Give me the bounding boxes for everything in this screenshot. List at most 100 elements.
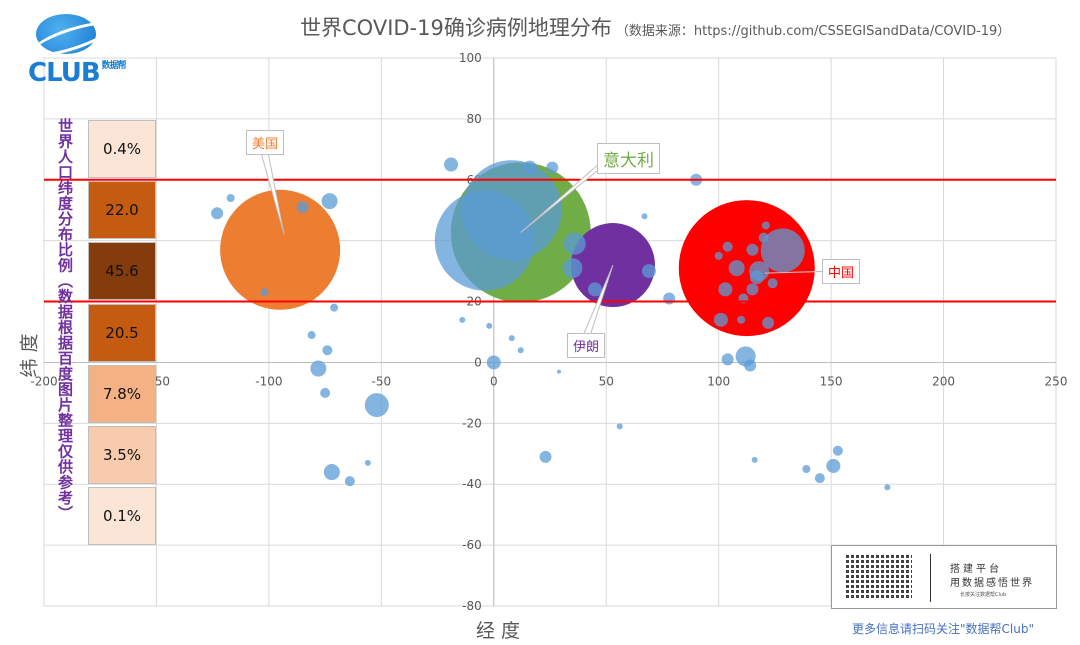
population-label: 世界人口纬度分布比例（数据根据百度图片整理仅供参考） bbox=[56, 118, 74, 521]
callout-label: 意大利 bbox=[597, 143, 660, 174]
chart-title: 世界COVID-19确诊病例地理分布 （数据来源：https://github.c… bbox=[300, 12, 1010, 42]
bubble-point bbox=[641, 264, 656, 279]
x-tick-label: 50 bbox=[599, 374, 614, 388]
bubble-point bbox=[539, 450, 552, 463]
bubble-point bbox=[832, 445, 843, 456]
callout-label: 伊朗 bbox=[567, 333, 606, 358]
bubble-point bbox=[767, 278, 778, 289]
bubble-point bbox=[563, 232, 586, 255]
bubble-point bbox=[802, 465, 811, 473]
bubble-point bbox=[556, 369, 561, 374]
x-tick-label: -100 bbox=[255, 374, 282, 388]
logo-club: CLUB bbox=[28, 58, 101, 88]
population-cell: 22.0 bbox=[88, 181, 156, 240]
x-tick-label: 100 bbox=[707, 374, 730, 388]
bubble-point bbox=[760, 228, 805, 273]
bubble-point bbox=[364, 393, 389, 418]
bubble-point bbox=[641, 213, 648, 220]
bubble-point bbox=[546, 161, 559, 174]
qr-line2: 用数据感悟世界 bbox=[950, 578, 1034, 589]
bubble-point bbox=[461, 160, 562, 261]
bubble-point bbox=[330, 303, 339, 312]
y-tick-label: -60 bbox=[462, 538, 482, 552]
bubble-美国 bbox=[220, 189, 341, 310]
population-cell: 20.5 bbox=[88, 303, 156, 362]
x-tick-label: 200 bbox=[932, 374, 955, 388]
globe-icon bbox=[36, 14, 96, 54]
bubble-point bbox=[459, 316, 466, 323]
title-text: 世界COVID-19确诊病例地理分布 bbox=[300, 16, 612, 40]
callout-label: 中国 bbox=[822, 259, 861, 284]
bubble-point bbox=[323, 464, 340, 481]
x-tick-label: 150 bbox=[820, 374, 843, 388]
bubble-point bbox=[486, 355, 501, 370]
x-tick-label: 0 bbox=[490, 374, 498, 388]
bubble-point bbox=[826, 458, 841, 473]
bubble-point bbox=[364, 459, 371, 466]
bubble-point bbox=[307, 331, 316, 340]
bubble-point bbox=[761, 221, 770, 230]
bubble-point bbox=[321, 193, 338, 210]
bubble-point bbox=[722, 241, 733, 252]
bubble-point bbox=[344, 476, 355, 487]
bubble-point bbox=[211, 207, 224, 220]
bubble-point bbox=[508, 335, 515, 342]
y-tick-label: -40 bbox=[462, 477, 482, 491]
population-cell: 0.4% bbox=[88, 120, 156, 178]
y-tick-label: 0 bbox=[474, 355, 482, 369]
y-axis-title: 纬 度 bbox=[18, 333, 41, 378]
bubble-point bbox=[737, 315, 746, 324]
x-tick-label: -50 bbox=[372, 374, 392, 388]
bubble-point bbox=[713, 312, 728, 327]
population-cell: 7.8% bbox=[88, 364, 156, 423]
bubble-point bbox=[762, 316, 775, 329]
bubble-point bbox=[751, 456, 758, 463]
y-tick-label: -80 bbox=[462, 599, 482, 613]
qr-code-icon[interactable] bbox=[846, 554, 912, 600]
y-tick-label: 100 bbox=[459, 51, 482, 65]
bubble-point bbox=[718, 282, 733, 297]
bubble-point bbox=[746, 243, 759, 256]
bubble-point bbox=[320, 387, 331, 398]
bubble-point bbox=[746, 283, 759, 296]
bubble-point bbox=[562, 258, 583, 279]
population-cell: 45.6 bbox=[88, 242, 156, 301]
bubble-point bbox=[744, 359, 757, 372]
y-tick-label: -20 bbox=[462, 416, 482, 430]
qr-line3: 长按关注数据帮Club bbox=[960, 592, 1007, 598]
bubble-point bbox=[517, 347, 524, 354]
logo: CLUB 数据帮 bbox=[28, 8, 128, 88]
bubble-point bbox=[296, 201, 309, 214]
bubble-point bbox=[260, 288, 269, 297]
bubble-point bbox=[721, 353, 734, 366]
population-cell: 0.1% bbox=[88, 487, 156, 546]
bubble-point bbox=[749, 270, 764, 285]
logo-sub: 数据帮 bbox=[101, 61, 127, 71]
chart-subtitle: （数据来源：https://github.com/CSSEGISandData/… bbox=[615, 24, 1011, 39]
bubble-point bbox=[616, 423, 623, 430]
bubble-point bbox=[728, 260, 745, 277]
bubble-point bbox=[226, 194, 235, 203]
y-tick-label: 80 bbox=[466, 112, 481, 126]
bubble-point bbox=[714, 251, 723, 260]
bubble-point bbox=[310, 360, 327, 377]
population-cell: 3.5% bbox=[88, 426, 156, 484]
bubble-point bbox=[587, 282, 602, 297]
x-tick-label: 250 bbox=[1045, 374, 1068, 388]
bubble-point bbox=[522, 160, 537, 175]
plot-area bbox=[43, 57, 1057, 607]
bubble-point bbox=[758, 232, 769, 243]
qr-line1: 搭建平台 bbox=[950, 564, 1002, 575]
bubble-point bbox=[663, 292, 676, 305]
footer-note: 更多信息请扫码关注"数据帮Club" bbox=[852, 622, 1034, 636]
bubble-point bbox=[444, 157, 459, 172]
qr-panel: 搭建平台 用数据感悟世界 长按关注数据帮Club bbox=[831, 545, 1057, 609]
divider bbox=[930, 554, 931, 602]
x-axis-title: 经 度 bbox=[476, 620, 521, 642]
logo-text: CLUB 数据帮 bbox=[28, 58, 127, 88]
bubble-point bbox=[486, 322, 493, 329]
callout-label: 美国 bbox=[246, 130, 285, 155]
bubble-point bbox=[884, 484, 891, 491]
